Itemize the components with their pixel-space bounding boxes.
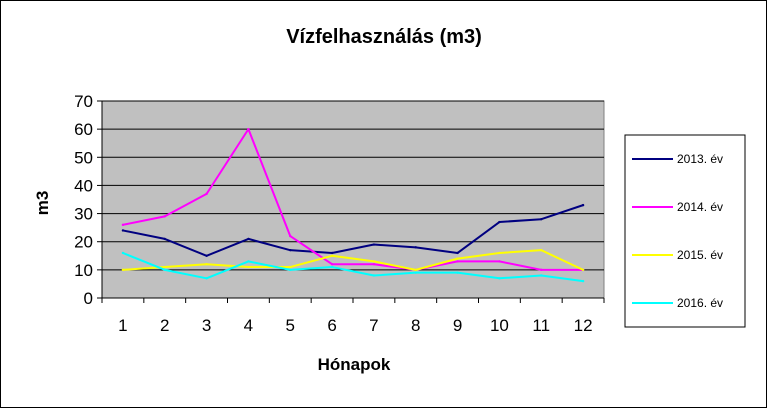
data-point: [581, 279, 585, 283]
data-point: [247, 237, 250, 241]
data-point: [456, 251, 459, 255]
data-point: [414, 268, 417, 272]
data-point: [247, 127, 250, 131]
data-point: [289, 265, 292, 269]
data-point: [289, 248, 292, 252]
x-tick-label: 3: [202, 316, 211, 335]
data-point: [330, 254, 334, 257]
legend: 2013. év 2014. év 2015. év 2016. év: [624, 134, 746, 328]
data-point: [540, 268, 543, 272]
data-point: [163, 237, 166, 241]
data-point: [456, 260, 459, 263]
series-line: [122, 128, 584, 271]
data-point: [330, 263, 334, 266]
data-point: [163, 268, 166, 272]
data-point: [205, 263, 208, 266]
grid-lines: [102, 100, 604, 271]
data-point: [247, 265, 250, 269]
data-point: [456, 257, 459, 260]
data-point: [456, 271, 459, 274]
series-line: [122, 204, 584, 257]
data-point: [372, 260, 376, 263]
y-tick-label: 40: [74, 176, 93, 195]
x-tick-labels: 1 2 3 4 5 6 7 8 9 10 11 12: [118, 316, 592, 335]
x-tick-label: 4: [244, 316, 253, 335]
legend-label: 2014. év: [677, 200, 723, 214]
data-point: [247, 260, 250, 263]
y-tick-label: 50: [74, 148, 93, 167]
x-tick-label: 2: [160, 316, 169, 335]
y-tick-label: 20: [74, 233, 93, 252]
data-point: [372, 274, 376, 277]
data-point: [540, 274, 543, 277]
data-point: [205, 254, 208, 257]
x-axis-label: Hónapok: [318, 355, 391, 374]
data-point: [121, 268, 125, 272]
data-point: [205, 192, 208, 196]
data-point: [581, 203, 585, 207]
x-tick-label: 1: [118, 316, 127, 335]
x-tick-label: 5: [286, 316, 295, 335]
y-axis-label: m3: [33, 191, 52, 216]
y-tick-label: 30: [74, 205, 93, 224]
data-point: [121, 229, 125, 232]
data-point: [289, 268, 292, 272]
y-tick-label: 70: [74, 92, 93, 111]
data-point: [372, 243, 376, 246]
data-point: [498, 260, 501, 263]
data-point: [498, 220, 501, 224]
x-tick-label: 12: [574, 316, 593, 335]
data-point: [414, 246, 417, 249]
chart-title: Vízfelhasználás (m3): [286, 26, 482, 48]
data-point: [330, 251, 334, 255]
x-tick-label: 7: [369, 316, 378, 335]
legend-box: [624, 134, 746, 328]
data-point: [330, 265, 334, 269]
y-tick-label: 60: [74, 120, 93, 139]
series-line: [122, 249, 584, 271]
data-point: [163, 215, 166, 218]
series-lines: [121, 127, 585, 283]
axes: [97, 100, 605, 303]
data-point: [289, 234, 292, 238]
data-point: [498, 251, 501, 255]
data-point: [540, 218, 543, 221]
y-tick-label: 10: [74, 261, 93, 280]
legend-label: 2016. év: [677, 296, 723, 310]
data-point: [205, 277, 208, 280]
y-tick-label: 0: [84, 289, 93, 308]
data-point: [540, 248, 543, 252]
x-tick-label: 8: [411, 316, 420, 335]
x-tick-label: 10: [490, 316, 509, 335]
data-point: [414, 271, 417, 274]
data-point: [372, 263, 376, 266]
x-tick-label: 6: [327, 316, 336, 335]
x-tick-label: 11: [532, 316, 550, 335]
legend-label: 2013. év: [677, 152, 723, 166]
data-point: [498, 277, 501, 280]
data-point: [121, 251, 125, 255]
legend-label: 2015. év: [677, 248, 723, 262]
data-point: [121, 223, 125, 227]
plot-area: [101, 100, 605, 299]
data-point: [163, 265, 166, 269]
series-line: [122, 252, 584, 283]
y-tick-labels: 0 10 20 30 40 50 60 70: [74, 92, 93, 308]
data-point: [581, 268, 585, 272]
x-tick-label: 9: [453, 316, 462, 335]
